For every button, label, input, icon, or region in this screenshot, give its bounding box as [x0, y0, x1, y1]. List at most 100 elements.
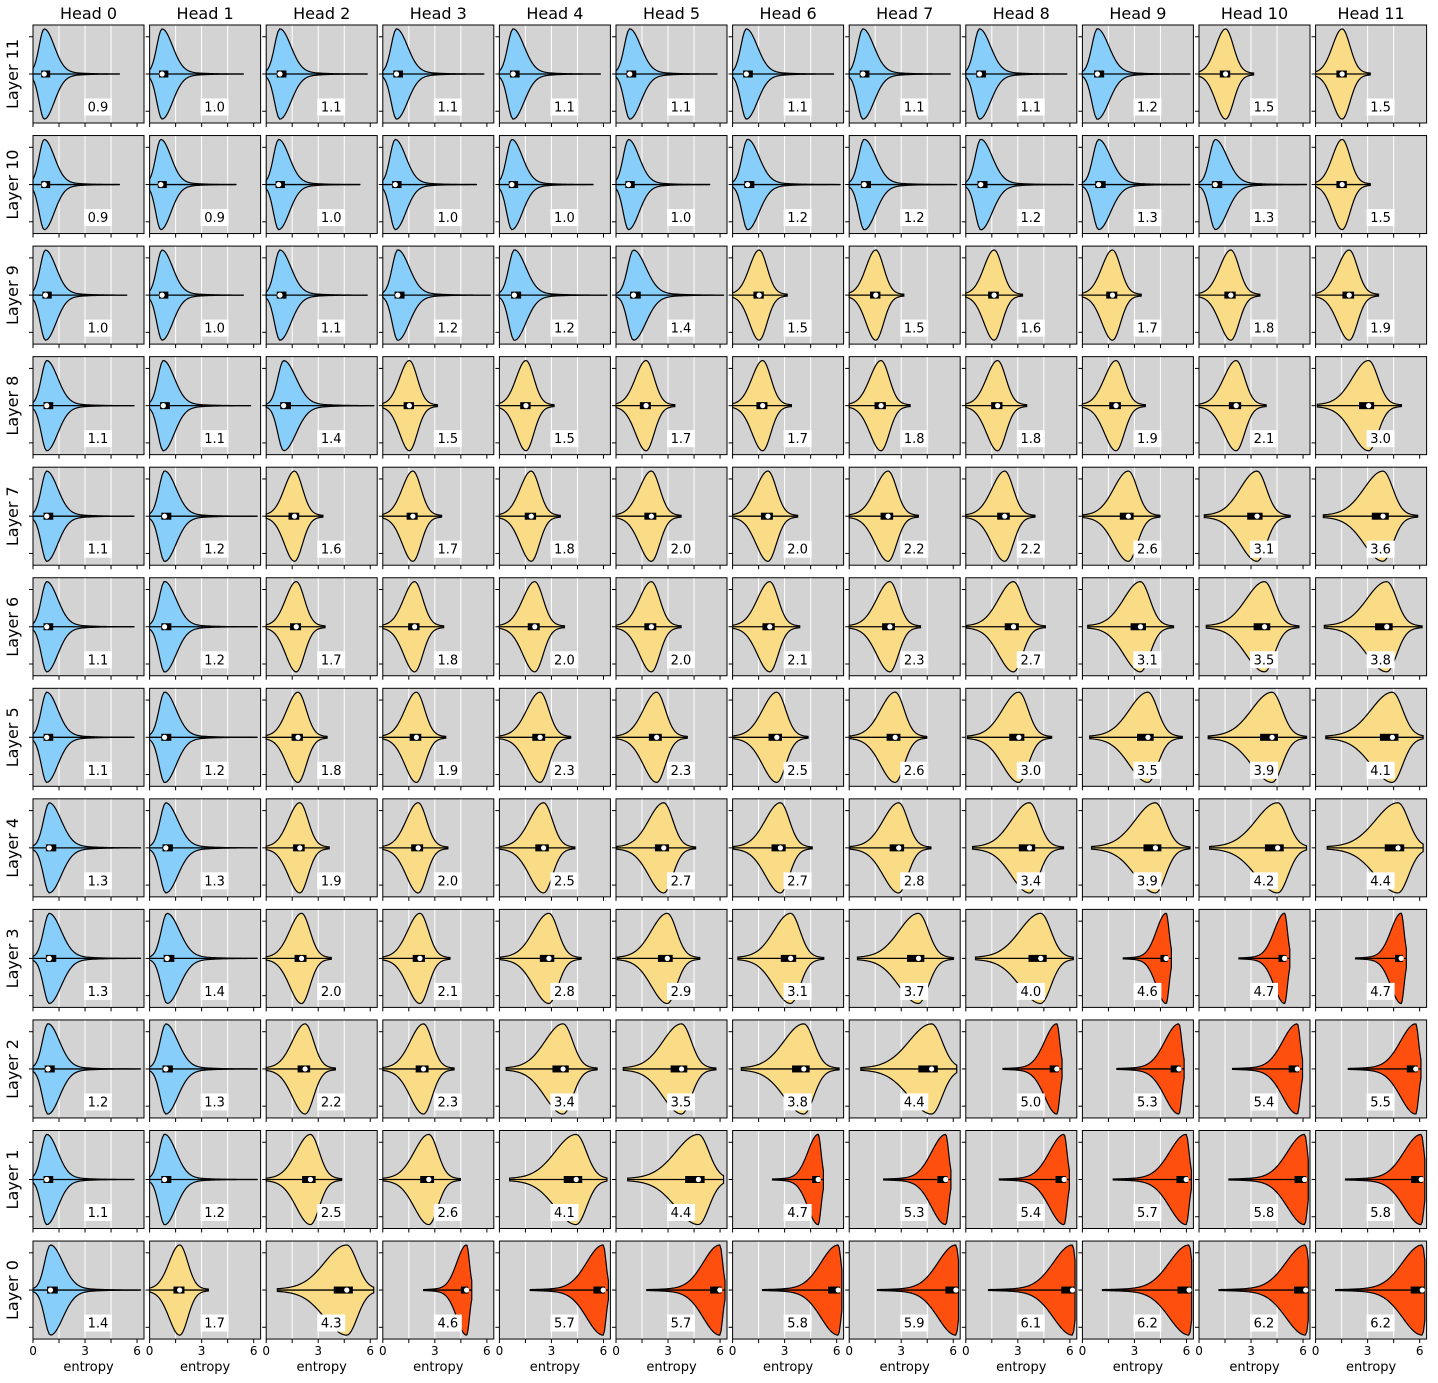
mean-entropy-label: 3.4	[1020, 874, 1041, 889]
mean-entropy-label: 4.7	[1370, 985, 1391, 1000]
mean-label-background	[1366, 209, 1395, 227]
median-marker	[163, 845, 169, 851]
panel-r0-c3: 1.1	[378, 24, 495, 127]
x-axis-label: entropy	[880, 1360, 931, 1375]
mean-entropy-label: 4.4	[1370, 874, 1391, 889]
mean-entropy-label: 2.6	[1137, 543, 1158, 558]
panel-r5-c9: 3.1	[1078, 577, 1194, 680]
iqr-box	[1384, 844, 1405, 852]
median-marker	[1069, 1287, 1076, 1293]
mean-label-background	[1250, 1093, 1278, 1111]
x-tick-label: 6	[1183, 1344, 1191, 1358]
mean-entropy-label: 1.2	[204, 1206, 225, 1221]
mean-entropy-label: 2.6	[904, 764, 925, 779]
median-marker	[1346, 292, 1352, 298]
median-marker	[756, 292, 762, 298]
panel-r8-c3: 2.1	[378, 908, 495, 1012]
mean-label-background	[317, 1204, 346, 1221]
iqr-box	[1410, 1286, 1424, 1294]
median-marker	[509, 181, 515, 188]
panel-r4-c0: 1.1	[29, 466, 145, 570]
mean-label-background	[1016, 319, 1045, 337]
median-marker	[420, 1066, 427, 1072]
panel-r2-c5: 1.4	[612, 245, 728, 349]
median-marker	[695, 1176, 702, 1183]
mean-label-background	[667, 982, 695, 1000]
median-marker	[395, 292, 401, 298]
mean-entropy-label: 1.7	[321, 653, 342, 668]
mean-entropy-label: 1.4	[204, 985, 225, 1000]
mean-label-background	[200, 1093, 229, 1111]
median-marker	[532, 624, 538, 630]
mean-label-background	[783, 1204, 812, 1221]
mean-entropy-label: 3.8	[1370, 653, 1391, 668]
iqr-box	[1264, 844, 1284, 852]
panel-r8-c8: 4.0	[961, 908, 1078, 1012]
x-tick-label: 6	[483, 1344, 491, 1358]
median-marker	[42, 292, 49, 298]
median-marker	[648, 513, 654, 519]
row-title-layer-6: Layer 6	[3, 597, 22, 657]
column-title-head-10: Head 10	[1221, 4, 1288, 23]
iqr-box	[1411, 1176, 1423, 1183]
mean-label-background	[1366, 872, 1395, 890]
column-title-head-4: Head 4	[526, 4, 583, 23]
panel-r10-c11: 5.8	[1311, 1130, 1428, 1233]
mean-entropy-label: 5.8	[787, 1317, 808, 1332]
panel-r4-c2: 1.6	[262, 466, 378, 570]
panel-r11-c2: 4.3 0 3 6 entropy	[262, 1240, 378, 1375]
column-title-head-1: Head 1	[177, 4, 234, 23]
panel-r7-c10: 4.2	[1195, 798, 1311, 901]
mean-label-background	[1016, 1093, 1045, 1111]
panel-r11-c4: 5.7 0 3 6 entropy	[495, 1240, 611, 1375]
panel-r7-c1: 1.3	[145, 798, 262, 901]
median-marker	[929, 1066, 935, 1072]
mean-entropy-label: 4.3	[321, 1317, 342, 1332]
panel-r3-c7: 1.8	[845, 356, 961, 459]
median-marker	[1269, 734, 1275, 740]
median-marker	[1145, 734, 1151, 740]
mean-label-background	[1366, 982, 1395, 1000]
median-marker	[600, 1287, 606, 1293]
mean-label-background	[1016, 982, 1045, 1000]
x-tick-label: 6	[1066, 1344, 1074, 1358]
mean-label-background	[1016, 540, 1045, 558]
x-tick-label: 3	[548, 1344, 556, 1358]
mean-label-background	[550, 651, 579, 669]
mean-entropy-label: 1.3	[1254, 211, 1275, 226]
x-tick-label: 0	[612, 1344, 620, 1358]
mean-label-background	[667, 1314, 695, 1332]
median-marker	[177, 1287, 183, 1293]
mean-label-background	[1133, 982, 1162, 1000]
mean-label-background	[317, 209, 346, 227]
median-marker	[307, 1176, 314, 1183]
mean-label-background	[900, 1093, 929, 1111]
panel-r7-c4: 2.5	[495, 798, 611, 901]
row-title-layer-7: Layer 7	[3, 486, 22, 546]
median-marker	[281, 403, 287, 409]
median-marker	[44, 624, 50, 630]
panel-r9-c7: 4.4	[845, 1019, 961, 1122]
mean-entropy-label: 2.7	[671, 874, 692, 889]
median-marker	[546, 955, 552, 961]
mean-label-background	[84, 98, 112, 116]
panel-r10-c9: 5.7	[1078, 1130, 1194, 1233]
mean-entropy-label: 3.4	[554, 1095, 575, 1110]
median-marker	[46, 845, 52, 851]
panel-r0-c8: 1.1	[961, 24, 1078, 127]
median-marker	[788, 955, 794, 961]
mean-entropy-label: 1.2	[904, 211, 925, 226]
median-marker	[560, 1066, 566, 1072]
mean-label-background	[317, 430, 346, 448]
mean-label-background	[200, 761, 229, 779]
median-marker	[298, 955, 305, 961]
mean-entropy-label: 4.0	[1020, 985, 1041, 1000]
median-marker	[1137, 624, 1144, 630]
mean-entropy-label: 1.0	[437, 211, 458, 226]
median-marker	[774, 734, 780, 740]
mean-entropy-label: 1.0	[204, 101, 225, 116]
x-axis-label: entropy	[413, 1360, 464, 1375]
median-marker	[861, 181, 867, 188]
mean-label-background	[900, 209, 929, 227]
panel-r0-c7: 1.1	[845, 24, 961, 127]
